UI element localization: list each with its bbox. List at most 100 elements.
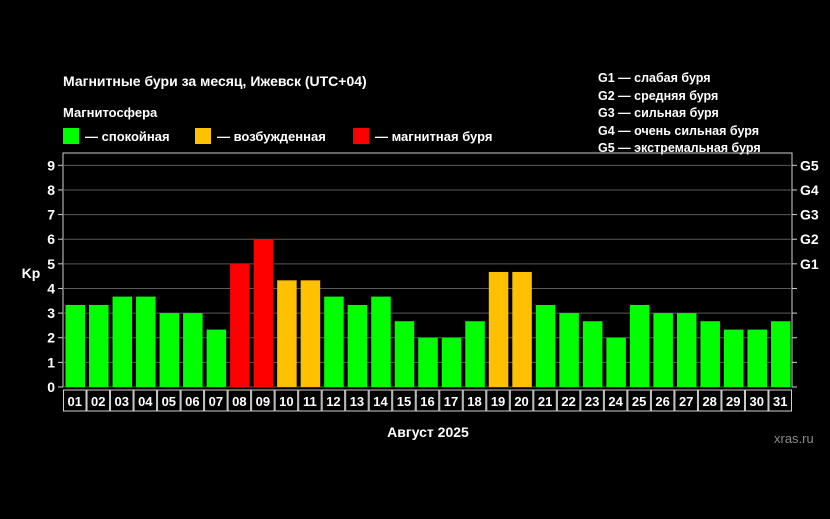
x-category-box xyxy=(345,389,369,412)
x-tick-label: 07 xyxy=(209,394,223,409)
x-category-box xyxy=(133,389,158,412)
x-category-box xyxy=(157,389,181,412)
g-tick-label: G2 xyxy=(800,231,819,247)
g-tick-label: G1 xyxy=(800,256,819,272)
x-tick-label: 22 xyxy=(561,394,575,409)
x-category-box xyxy=(321,389,346,412)
x-category-box xyxy=(180,389,205,412)
x-category-box xyxy=(204,389,228,412)
bar-29 xyxy=(723,329,744,387)
x-tick-label: 30 xyxy=(749,394,763,409)
legend-item-storm: — магнитная буря xyxy=(353,128,492,144)
y-tick-label: 9 xyxy=(47,157,55,173)
x-tick-label: 31 xyxy=(773,394,787,409)
x-tick-label: 03 xyxy=(115,394,129,409)
storm-scale: G1 — слабая буря G2 — средняя буря G3 — … xyxy=(598,70,761,158)
storm-scale-g4: G4 — очень сильная буря xyxy=(598,123,759,138)
x-tick-label: 11 xyxy=(303,394,317,409)
bar-10 xyxy=(277,280,297,387)
bar-23 xyxy=(582,321,603,387)
x-category-box xyxy=(251,389,275,412)
x-tick-label: 09 xyxy=(256,394,270,409)
y-tick-label: 5 xyxy=(47,256,55,272)
y-tick-label: 0 xyxy=(47,379,55,395)
g-tick-label: G3 xyxy=(800,207,819,223)
x-category-box xyxy=(744,389,769,412)
bar-16 xyxy=(418,337,438,387)
bar-15 xyxy=(394,321,415,387)
x-tick-label: 20 xyxy=(514,394,528,409)
y-tick-label: 8 xyxy=(47,182,55,198)
bar-18 xyxy=(465,321,485,387)
x-category-box xyxy=(63,389,87,412)
x-category-box xyxy=(603,389,628,412)
legend-item-calm: — спокойная xyxy=(63,128,170,144)
x-tick-label: 05 xyxy=(162,394,176,409)
y-tick-label: 6 xyxy=(47,231,55,247)
x-category-box xyxy=(486,389,510,412)
bar-09 xyxy=(253,239,274,387)
bar-24 xyxy=(606,337,626,387)
g-tick-label: G4 xyxy=(800,182,819,198)
x-category-box xyxy=(274,389,299,412)
bar-11 xyxy=(300,280,321,387)
watermark: xras.ru xyxy=(774,431,814,446)
x-tick-label: 06 xyxy=(185,394,199,409)
x-tick-label: 10 xyxy=(279,394,293,409)
x-tick-label: 23 xyxy=(585,394,599,409)
x-category-box xyxy=(368,389,393,412)
x-tick-label: 08 xyxy=(232,394,246,409)
legend-swatch-storm xyxy=(353,128,369,144)
bar-07 xyxy=(206,329,227,387)
x-tick-label: 13 xyxy=(350,394,364,409)
x-tick-label: 25 xyxy=(632,394,646,409)
storm-scale-g2: G2 — средняя буря xyxy=(598,88,719,103)
x-category-box xyxy=(533,389,557,412)
storm-scale-g3: G3 — сильная буря xyxy=(598,106,719,120)
x-category-box xyxy=(110,389,134,412)
x-axis-label: Август 2025 xyxy=(387,424,469,440)
x-tick-label: 15 xyxy=(397,394,411,409)
x-tick-label: 01 xyxy=(68,394,82,409)
bar-13 xyxy=(347,304,368,387)
bar-03 xyxy=(112,296,133,387)
x-tick-label: 29 xyxy=(726,394,740,409)
legend-heading: Магнитосфера xyxy=(63,105,158,120)
x-tick-label: 27 xyxy=(679,394,693,409)
y-axis-label: Kp xyxy=(22,265,41,281)
storm-scale-g1: G1 — слабая буря xyxy=(598,71,711,85)
x-tick-label: 19 xyxy=(491,394,505,409)
bar-31 xyxy=(770,321,791,387)
bar-20 xyxy=(512,271,532,387)
legend-label-calm: — спокойная xyxy=(85,128,170,144)
bar-26 xyxy=(653,313,673,387)
y-tick-label: 3 xyxy=(47,305,55,321)
legend-label-excited: — возбужденная xyxy=(217,128,326,144)
x-category-box xyxy=(580,389,604,412)
x-tick-label: 21 xyxy=(538,394,552,409)
x-category-box xyxy=(227,389,252,412)
bar-02 xyxy=(89,304,109,387)
y-tick-label: 1 xyxy=(47,354,55,370)
x-category-box xyxy=(697,389,722,412)
x-category-box xyxy=(415,389,440,412)
bar-21 xyxy=(535,304,556,387)
x-category-box xyxy=(298,389,322,412)
y-tick-label: 4 xyxy=(47,280,55,296)
bar-28 xyxy=(700,321,720,387)
legend-swatch-excited xyxy=(195,128,211,144)
bar-14 xyxy=(371,296,391,387)
x-tick-label: 18 xyxy=(467,394,481,409)
y-tick-label: 7 xyxy=(47,207,55,223)
legend-swatch-calm xyxy=(63,128,79,144)
x-category-box xyxy=(650,389,675,412)
bar-30 xyxy=(747,329,767,387)
bar-17 xyxy=(441,337,462,387)
y-tick-label: 2 xyxy=(47,330,55,346)
bar-04 xyxy=(136,296,156,387)
bar-06 xyxy=(183,313,203,387)
bar-12 xyxy=(324,296,344,387)
x-category-box xyxy=(627,389,651,412)
